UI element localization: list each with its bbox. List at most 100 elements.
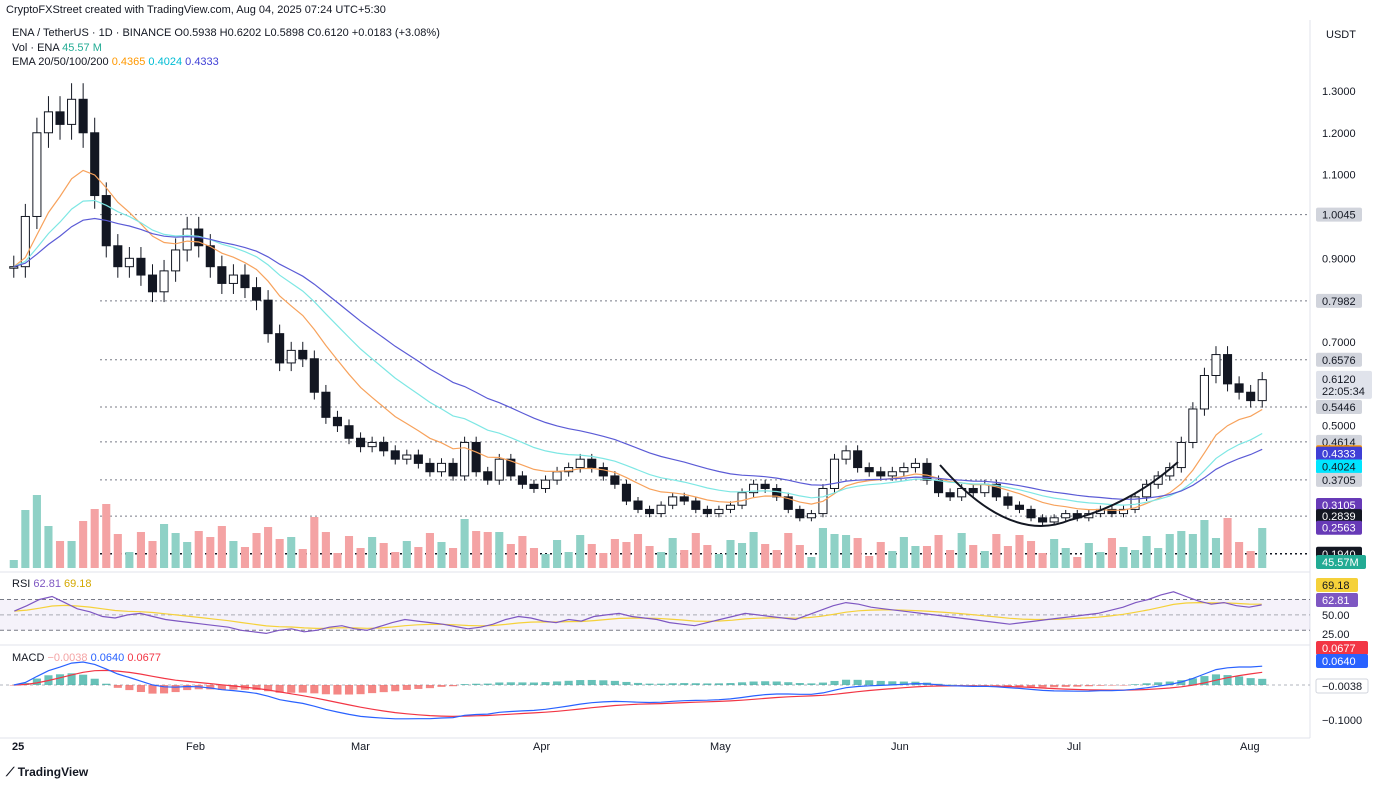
candle-body	[783, 496, 793, 510]
candle-body	[517, 475, 527, 485]
volume-bar	[830, 534, 839, 568]
symbol-name[interactable]: ENA / TetherUS · 1D · BINANCE	[12, 27, 172, 39]
candle-body	[494, 458, 504, 481]
candle-body	[402, 454, 412, 460]
volume-bar	[44, 526, 53, 568]
candle-body	[714, 508, 724, 515]
candle-body	[483, 471, 493, 481]
price-tag	[1316, 352, 1362, 367]
price-tag	[1316, 207, 1362, 222]
volume-label[interactable]: Vol · ENA	[12, 42, 60, 54]
rsi-tag	[1316, 578, 1358, 592]
macd-histogram-bar	[333, 685, 342, 695]
candle-body	[1061, 513, 1071, 519]
volume-bar	[911, 546, 920, 568]
macd-histogram-bar	[1119, 685, 1128, 686]
volume-bar	[541, 554, 550, 568]
price-tag-label: 0.2839	[1322, 511, 1356, 523]
volume-bar	[9, 560, 18, 568]
candle-body	[1142, 483, 1152, 498]
candle-body	[240, 274, 250, 289]
macd-histogram-bar	[529, 682, 539, 685]
volume-bar	[657, 552, 666, 568]
candle-body	[853, 450, 863, 469]
candle-body	[205, 245, 215, 268]
macd-histogram-bar	[1096, 685, 1105, 686]
macd-histogram-bar	[495, 682, 504, 685]
candle-body	[67, 98, 77, 125]
volume-bar	[264, 527, 273, 568]
volume-bar	[460, 519, 469, 568]
macd-tag	[1316, 654, 1368, 668]
volume-bar	[865, 556, 874, 568]
candle-body	[1222, 354, 1233, 385]
macd-histogram-bar	[587, 679, 596, 685]
volume-bar	[876, 542, 885, 568]
candle-body	[9, 266, 19, 269]
volume-bar	[402, 541, 411, 568]
brand-text: TradingView	[17, 765, 89, 779]
candle-body	[1038, 517, 1048, 523]
volume-bar	[576, 535, 585, 568]
candle-body	[356, 437, 366, 448]
rsi-title[interactable]: RSI	[12, 578, 31, 590]
candle-body	[471, 441, 481, 473]
candle-body	[887, 471, 897, 477]
price-tag-label: 0.3105	[1322, 500, 1356, 512]
volume-bar	[1177, 531, 1186, 568]
candle-body	[298, 349, 308, 360]
volume-bar	[564, 552, 573, 568]
rsi-ma-value: 69.18	[64, 578, 92, 590]
volume-bar	[922, 546, 932, 568]
candle-body	[159, 270, 169, 293]
macd-histogram-bar	[148, 685, 157, 694]
candle-body	[367, 441, 377, 448]
price-tag	[1316, 509, 1362, 524]
macd-histogram-bar	[726, 683, 735, 685]
volume-bar	[183, 542, 192, 568]
candle-body	[1049, 517, 1059, 523]
volume-bar	[252, 533, 261, 568]
price-tag	[1316, 400, 1362, 415]
candle-body	[32, 132, 42, 217]
volume-bar	[553, 540, 562, 568]
time-axis-label: Jul	[1067, 741, 1081, 753]
macd-histogram-bar	[298, 685, 307, 693]
volume-bar	[321, 532, 330, 568]
candle-body	[656, 504, 666, 515]
candle-body	[425, 462, 435, 473]
volume-tag-label: 45.57M	[1322, 557, 1359, 569]
candle-body	[691, 500, 701, 510]
volume-bar	[969, 545, 978, 568]
macd-histogram-bar	[483, 683, 492, 685]
candle-body	[945, 492, 955, 498]
macd-histogram-bar	[564, 680, 573, 685]
candle-body	[529, 483, 539, 489]
macd-histogram-bar	[668, 683, 677, 685]
candle-body	[1118, 508, 1129, 515]
volume-bar	[680, 550, 689, 568]
time-axis-label: Jun	[891, 741, 909, 753]
volume-bar	[368, 537, 377, 568]
candle-body	[806, 513, 816, 519]
macd-histogram-bar	[67, 673, 76, 685]
macd-histogram-bar	[344, 685, 354, 695]
macd-histogram-bar	[1246, 678, 1255, 685]
currency-button[interactable]: USDT	[1326, 29, 1356, 41]
volume-bar	[1038, 553, 1047, 568]
macd-histogram-bar	[1200, 676, 1209, 685]
ema-label[interactable]: EMA 20/50/100/200	[12, 56, 109, 68]
macd-histogram-bar	[437, 685, 446, 687]
macd-histogram-bar	[1026, 685, 1036, 688]
macd-histogram-bar	[599, 680, 608, 685]
candle-body	[1257, 379, 1267, 402]
volume-bar	[1073, 557, 1082, 568]
macd-histogram-bar	[1038, 685, 1047, 688]
candle-body	[621, 483, 631, 502]
macd-histogram-bar	[506, 682, 515, 685]
macd-histogram-bar	[379, 685, 388, 693]
volume-bar	[425, 533, 434, 568]
macd-title[interactable]: MACD	[12, 652, 45, 664]
macd-tag-label: 0.0677	[1322, 643, 1356, 655]
